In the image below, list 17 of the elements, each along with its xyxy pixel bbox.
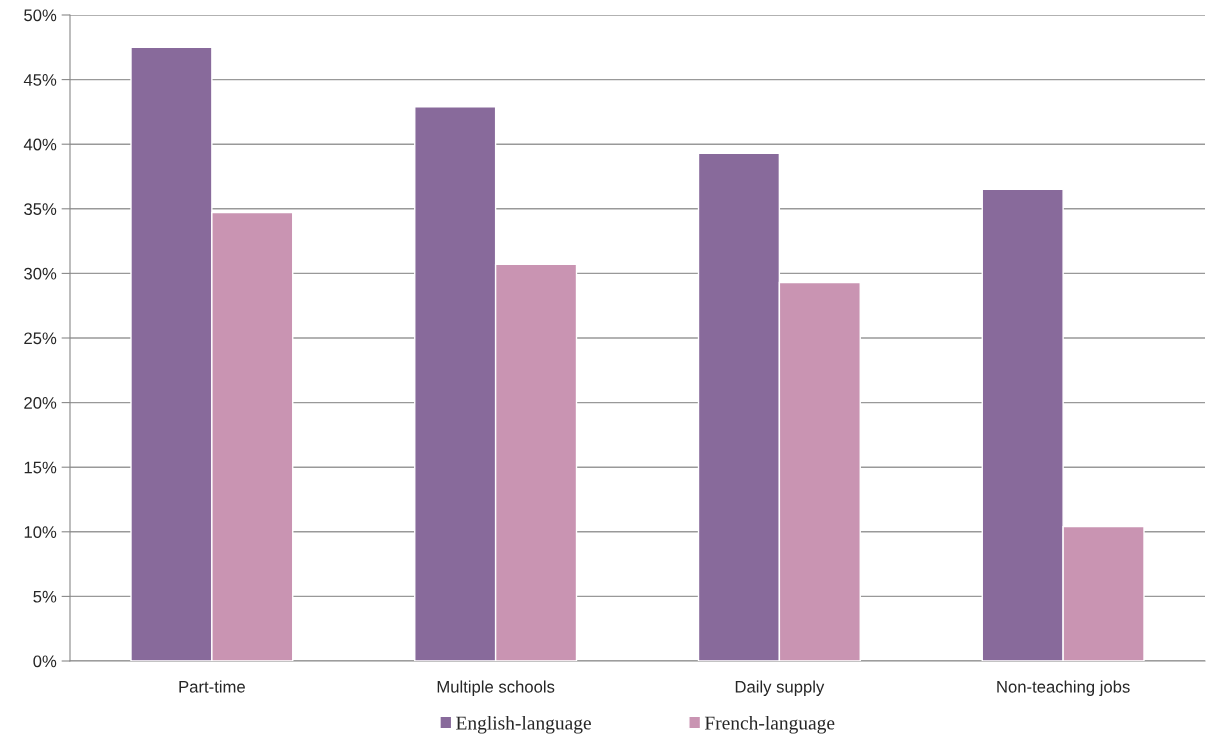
x-tick-label: Part-time — [179, 680, 245, 693]
y-tick-label: 45% — [23, 74, 57, 86]
y-tick-label: 20% — [24, 397, 57, 409]
legend-label: French-language — [704, 715, 835, 734]
y-tick-label: 15% — [24, 461, 57, 474]
x-tick-label: Non-teaching jobs — [997, 680, 1130, 696]
y-tick-label: 50% — [24, 9, 57, 22]
y-tick-label: 40% — [23, 138, 57, 151]
x-tick-label: Daily supply — [735, 680, 825, 696]
y-tick-label: 0% — [33, 655, 57, 668]
y-tick-label: 10% — [24, 526, 57, 538]
y-tick-label: 5% — [33, 590, 57, 603]
legend-label: English-language — [456, 715, 591, 734]
y-tick-label: 35% — [24, 203, 57, 215]
y-tick-label: 25% — [24, 332, 57, 345]
y-tick-label: 30% — [24, 267, 57, 280]
x-tick-label: Multiple schools — [437, 680, 555, 696]
